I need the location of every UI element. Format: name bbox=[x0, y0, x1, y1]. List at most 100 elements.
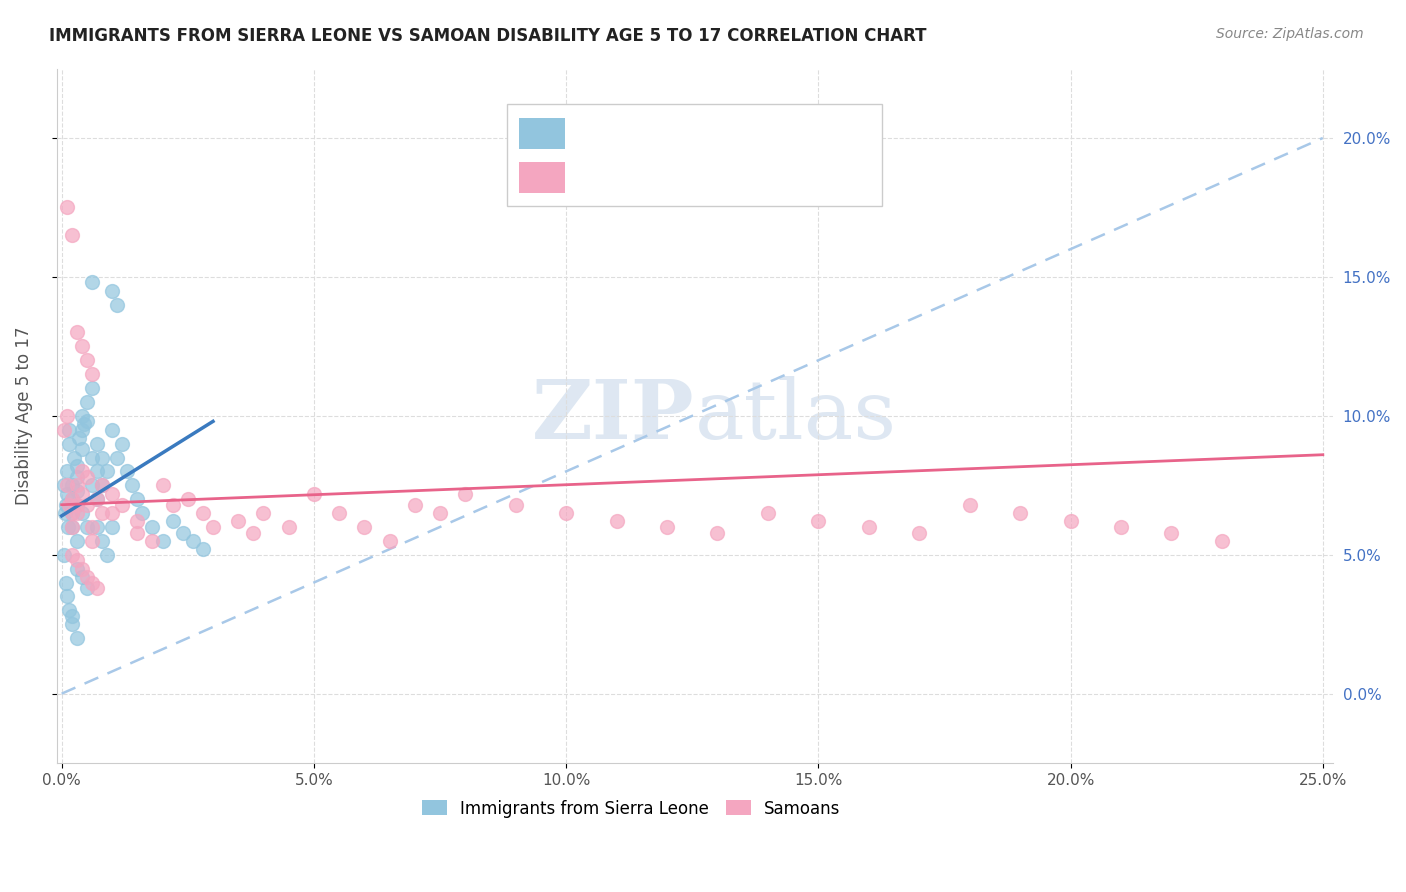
Point bbox=[86, 464, 108, 478]
Point bbox=[101, 423, 124, 437]
Point bbox=[53, 478, 76, 492]
Point bbox=[58, 603, 80, 617]
Point bbox=[96, 464, 118, 478]
Text: Source: ZipAtlas.com: Source: ZipAtlas.com bbox=[1216, 27, 1364, 41]
Point bbox=[80, 381, 103, 395]
Point bbox=[353, 520, 375, 534]
Point bbox=[101, 520, 124, 534]
Point bbox=[58, 436, 80, 450]
Point bbox=[60, 520, 83, 534]
Point bbox=[80, 533, 103, 548]
Point bbox=[70, 486, 93, 500]
Point bbox=[60, 506, 83, 520]
Point bbox=[66, 483, 89, 498]
Point bbox=[66, 506, 89, 520]
Point bbox=[80, 478, 103, 492]
Point bbox=[96, 548, 118, 562]
Point bbox=[404, 498, 426, 512]
Point bbox=[91, 478, 114, 492]
Point bbox=[858, 520, 880, 534]
Point bbox=[328, 506, 350, 520]
Point bbox=[56, 520, 79, 534]
Point bbox=[1010, 506, 1032, 520]
Point bbox=[60, 506, 83, 520]
Point bbox=[756, 506, 779, 520]
Point bbox=[80, 450, 103, 465]
Point bbox=[55, 498, 77, 512]
Point bbox=[60, 492, 83, 507]
Point bbox=[70, 570, 93, 584]
Point bbox=[1059, 515, 1081, 529]
Point bbox=[60, 520, 83, 534]
Point bbox=[152, 478, 174, 492]
Point bbox=[58, 498, 80, 512]
Point bbox=[555, 506, 578, 520]
Point bbox=[101, 284, 124, 298]
Point bbox=[76, 570, 98, 584]
Point bbox=[252, 506, 274, 520]
Point bbox=[70, 561, 93, 575]
Point bbox=[55, 409, 77, 423]
Point bbox=[162, 498, 184, 512]
Point bbox=[80, 575, 103, 590]
Point bbox=[66, 498, 89, 512]
Point bbox=[80, 367, 103, 381]
Point bbox=[66, 561, 89, 575]
Point bbox=[378, 533, 401, 548]
Point bbox=[1109, 520, 1132, 534]
Point bbox=[181, 533, 204, 548]
Point bbox=[86, 492, 108, 507]
Point bbox=[105, 450, 128, 465]
Point bbox=[60, 617, 83, 632]
Point bbox=[66, 631, 89, 645]
Point bbox=[91, 478, 114, 492]
Text: ZIP: ZIP bbox=[531, 376, 695, 456]
Point bbox=[141, 533, 163, 548]
Point bbox=[55, 464, 77, 478]
Point bbox=[121, 478, 143, 492]
Point bbox=[131, 506, 153, 520]
Point bbox=[191, 542, 214, 557]
Legend: Immigrants from Sierra Leone, Samoans: Immigrants from Sierra Leone, Samoans bbox=[415, 793, 846, 824]
Point bbox=[162, 515, 184, 529]
Point bbox=[101, 486, 124, 500]
Point bbox=[226, 515, 249, 529]
Point bbox=[60, 492, 83, 507]
Point bbox=[55, 201, 77, 215]
Point bbox=[152, 533, 174, 548]
Point bbox=[105, 298, 128, 312]
Point bbox=[66, 478, 89, 492]
Point bbox=[302, 486, 325, 500]
Point bbox=[70, 506, 93, 520]
Y-axis label: Disability Age 5 to 17: Disability Age 5 to 17 bbox=[15, 326, 32, 505]
Point bbox=[1160, 525, 1182, 540]
Point bbox=[86, 436, 108, 450]
Point bbox=[86, 581, 108, 595]
Point bbox=[66, 533, 89, 548]
Point bbox=[70, 464, 93, 478]
Point bbox=[177, 492, 200, 507]
Point bbox=[91, 450, 114, 465]
Point bbox=[141, 520, 163, 534]
Point bbox=[1211, 533, 1233, 548]
Point bbox=[55, 478, 77, 492]
Point bbox=[91, 506, 114, 520]
Point bbox=[60, 548, 83, 562]
Point bbox=[66, 553, 89, 567]
Point bbox=[86, 492, 108, 507]
Point bbox=[505, 498, 527, 512]
Point bbox=[55, 590, 77, 604]
Point bbox=[127, 492, 149, 507]
Point bbox=[115, 464, 138, 478]
Point bbox=[101, 506, 124, 520]
Point bbox=[76, 414, 98, 428]
Point bbox=[429, 506, 451, 520]
Point bbox=[76, 581, 98, 595]
Point bbox=[127, 515, 149, 529]
Point bbox=[70, 339, 93, 353]
Point bbox=[53, 506, 76, 520]
Point bbox=[53, 423, 76, 437]
Point bbox=[58, 423, 80, 437]
Point bbox=[76, 520, 98, 534]
Point bbox=[70, 409, 93, 423]
